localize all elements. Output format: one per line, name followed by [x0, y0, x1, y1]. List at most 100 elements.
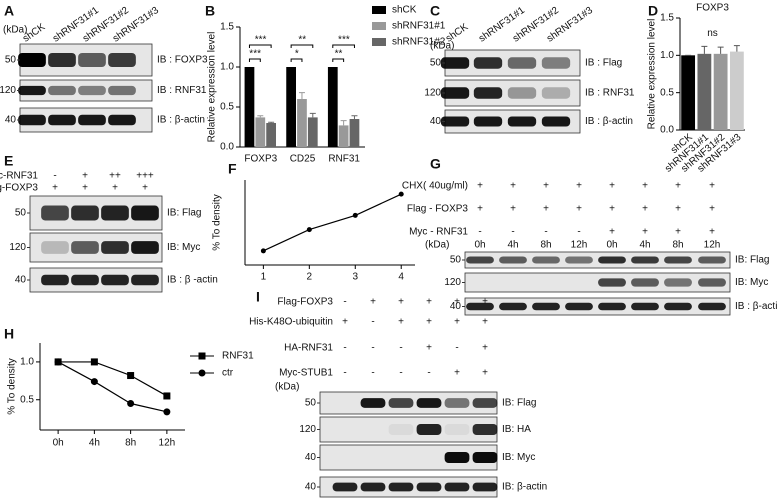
time-label: 8h [540, 240, 551, 251]
condition-sign: + [675, 181, 681, 192]
mw-marker: 40 [15, 275, 27, 286]
mw-marker: 40 [305, 482, 317, 493]
condition-sign: - [53, 171, 56, 182]
legend-swatch [372, 38, 386, 46]
band [131, 205, 159, 221]
x-tick-label: 1 [261, 272, 267, 283]
point [352, 212, 358, 218]
bracket [248, 58, 261, 62]
blot [319, 416, 498, 443]
panel-label: A [4, 3, 14, 19]
legend-swatch [372, 22, 386, 30]
panel-label: B [205, 3, 215, 19]
mw-marker: 120 [424, 88, 441, 99]
x-tick-label: 12h [159, 438, 176, 449]
x-tick-label: 4 [398, 272, 404, 283]
point [54, 358, 62, 366]
bracket [248, 44, 272, 48]
band [108, 85, 136, 96]
band [41, 274, 69, 286]
band [598, 302, 626, 311]
bar [255, 117, 266, 147]
time-label: 12h [571, 240, 588, 251]
condition-sign: - [371, 317, 374, 328]
band [532, 302, 560, 311]
x-tick-label: 2 [307, 272, 313, 283]
band [631, 278, 659, 287]
band [101, 241, 129, 254]
y-tick-label: 0.5 [220, 102, 234, 113]
condition-sign: - [343, 297, 346, 308]
error-bar [298, 92, 305, 99]
y-tick-label: 0.0 [660, 125, 674, 136]
condition-sign: + [609, 227, 615, 238]
band [108, 114, 136, 126]
band [631, 302, 659, 311]
band [444, 482, 470, 492]
bar [297, 99, 307, 147]
mw-marker: 40 [305, 452, 317, 463]
condition-sign: +++ [136, 171, 154, 182]
panel-label: I [256, 289, 260, 305]
bracket [290, 58, 303, 62]
point [90, 378, 98, 386]
y-axis-label: % To density [7, 358, 18, 415]
band [416, 424, 442, 435]
condition-sign: - [577, 227, 580, 238]
lane-label: shCK [444, 21, 471, 44]
x-tick-label: FOXP3 [244, 154, 277, 165]
condition-sign: + [482, 297, 488, 308]
legend-label: RNF31 [222, 351, 254, 362]
condition-sign: + [398, 297, 404, 308]
band [78, 114, 106, 126]
band [388, 482, 414, 492]
y-tick-label: 1.0 [220, 62, 234, 73]
band [444, 452, 470, 463]
bar [244, 67, 255, 147]
condition-sign: + [609, 204, 615, 215]
y-tick-label: 0.5 [660, 87, 674, 98]
bar [286, 67, 296, 147]
mw-marker: 40 [430, 116, 442, 127]
band [532, 256, 560, 264]
panel-label: C [430, 3, 440, 19]
condition-sign: + [709, 181, 715, 192]
bar [307, 117, 318, 147]
line [57, 361, 168, 413]
bar [697, 53, 712, 131]
band [698, 256, 726, 264]
point [163, 392, 171, 400]
band [440, 116, 470, 127]
mw-marker: 40 [5, 115, 17, 126]
condition-sign: + [642, 181, 648, 192]
condition-name: Myc-RNF31 [0, 171, 38, 182]
y-tick-label: 1.5 [660, 13, 674, 24]
band [541, 57, 571, 69]
annotation: ns [707, 28, 718, 39]
condition-sign: - [371, 368, 374, 379]
bar [349, 119, 360, 147]
time-label: 8h [672, 240, 683, 251]
panel-label: H [4, 326, 14, 342]
kda-label: (kDa) [275, 382, 299, 393]
bracket [332, 58, 345, 62]
ib-label: IB: β-actin [502, 482, 547, 493]
condition-sign: + [576, 204, 582, 215]
condition-sign: - [371, 343, 374, 354]
band [472, 452, 498, 463]
time-label: 0h [606, 240, 617, 251]
error-bar [351, 115, 358, 119]
band [41, 241, 69, 254]
condition-sign: - [478, 227, 481, 238]
condition-sign: + [576, 181, 582, 192]
band [472, 482, 498, 492]
band [631, 256, 659, 264]
condition-sign: + [642, 227, 648, 238]
band [473, 57, 503, 69]
bar [713, 53, 728, 131]
band [444, 398, 470, 408]
ib-label: IB: Myc [735, 277, 768, 288]
point [127, 372, 135, 380]
x-tick-label: 4h [89, 438, 100, 449]
band [41, 205, 69, 221]
